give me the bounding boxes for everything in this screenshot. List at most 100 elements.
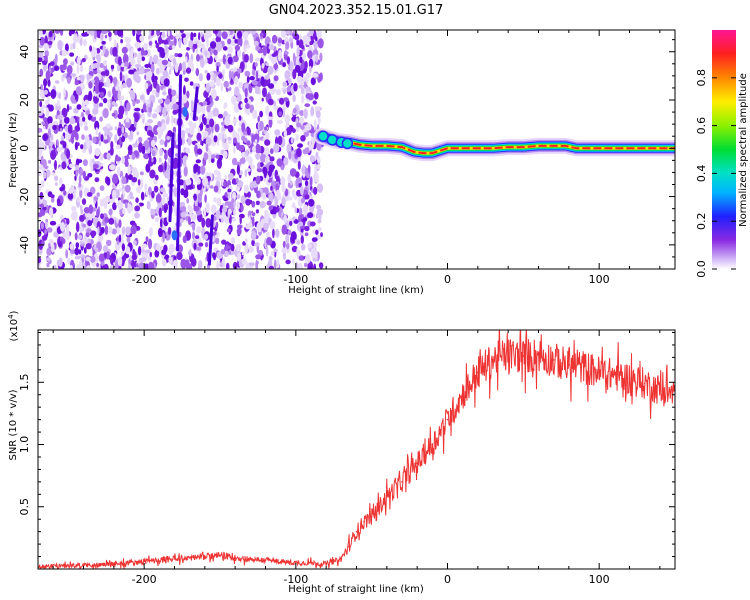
noise-speck [101,30,108,35]
noise-speck [39,100,43,108]
noise-speck [308,140,312,151]
snr-data-point [522,355,525,357]
noise-speck [246,127,251,136]
noise-speck [108,131,113,138]
noise-speck [122,208,126,215]
noise-speck [294,64,301,73]
noise-speck [223,150,228,159]
noise-speck [251,239,256,247]
noise-speck [93,30,97,40]
noise-speck [103,263,109,269]
noise-speck [96,262,99,267]
noise-speck [51,197,55,203]
snr-ytick-label: 0.5 [18,498,31,515]
noise-speck [49,220,57,226]
noise-speck [203,152,209,161]
snr-y-axis-label: SNR (10 * v/v) [8,389,19,460]
noise-speck [232,137,238,144]
noise-speck [130,225,137,235]
noise-speck [112,202,117,211]
noise-speck [56,202,62,207]
noise-speck [156,30,161,37]
noise-speck [282,30,285,35]
noise-speck [166,136,171,140]
noise-speck [289,60,294,71]
noise-speck [275,189,281,199]
noise-speck [252,145,256,153]
noise-speck [239,157,246,164]
noise-speck [318,215,322,220]
noise-speck [212,30,219,34]
noise-speck [313,91,319,100]
noise-speck [98,82,103,94]
noise-speck [296,247,299,258]
noise-speck [109,264,115,269]
noise-speck [297,160,301,170]
snr-data-point [461,393,464,396]
noise-speck [50,194,55,199]
noise-speck [205,202,210,214]
noise-speck [292,107,297,114]
noise-speck [193,32,197,38]
noise-speck [56,99,60,108]
noise-speck [196,54,200,62]
noise-speck [39,68,44,77]
noise-speck [175,33,180,40]
noise-speck [167,226,172,236]
noise-speck [90,161,94,172]
noise-speck [217,113,224,119]
noise-speck [38,257,42,264]
noise-speck [273,143,280,153]
noise-speck [290,231,297,242]
noise-speck [213,247,219,252]
noise-speck [273,75,279,82]
noise-speck [213,185,219,193]
noise-speck [39,191,44,200]
noise-speck [78,175,82,184]
noise-speck [315,54,319,63]
noise-speck [285,259,291,265]
noise-speck [250,164,256,169]
snr-xtick-label: 100 [589,573,610,586]
noise-speck [165,169,171,179]
noise-speck [201,217,206,228]
noise-speck [59,186,65,192]
noise-speck [82,223,86,228]
spectrogram-xtick-label: -100 [283,273,308,286]
noise-speck [223,143,229,151]
noise-speck [267,116,273,120]
noise-speck [98,139,102,147]
noise-speck [316,30,322,40]
noise-speck [51,243,55,253]
noise-speck [301,96,305,103]
noise-speck [238,144,245,152]
noise-speck [216,260,219,269]
noise-speck [125,246,131,255]
noise-speck [43,89,49,95]
noise-speck [227,38,232,45]
noise-speck [63,58,68,66]
noise-speck [134,205,141,212]
noise-speck [313,186,318,195]
noise-speck [89,216,93,221]
noise-speck [79,188,83,199]
noise-speck [309,30,314,36]
noise-speck [59,30,64,36]
snr-data-point [477,371,479,374]
noise-speck [265,246,269,257]
noise-speck [203,117,207,126]
noise-speck [83,207,90,214]
noise-speck [52,124,57,131]
noise-speck [136,131,140,136]
noise-speck [169,44,173,49]
noise-speck [76,142,80,147]
noise-speck [127,174,133,181]
noise-speck [75,86,82,96]
noise-speck [155,92,160,98]
noise-speck [292,258,295,265]
noise-speck [260,153,267,163]
noise-speck [134,107,141,112]
noise-speck [147,255,152,262]
noise-speck [89,186,96,195]
noise-speck [300,125,305,130]
